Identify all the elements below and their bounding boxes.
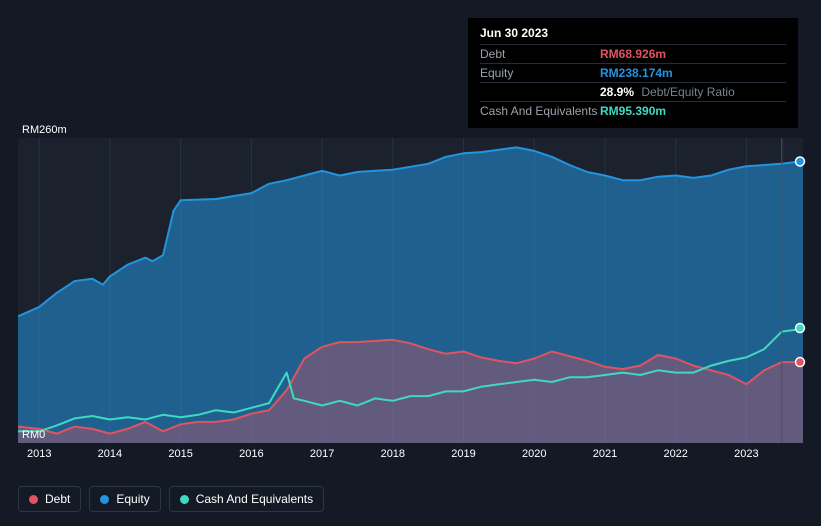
x-axis-tick: 2022 <box>663 448 687 460</box>
y-axis-max-label: RM260m <box>22 124 67 136</box>
x-axis-tick: 2017 <box>310 448 334 460</box>
legend-label-debt: Debt <box>45 492 70 506</box>
x-axis-tick: 2021 <box>593 448 617 460</box>
tooltip-debt-value: RM68.926m <box>600 47 666 61</box>
circle-icon <box>180 495 189 504</box>
tooltip-equity-value: RM238.174m <box>600 66 673 80</box>
circle-icon <box>100 495 109 504</box>
tooltip-ratio-text: Debt/Equity Ratio <box>641 85 734 99</box>
legend-label-equity: Equity <box>116 492 149 506</box>
chart-tooltip: Jun 30 2023 Debt RM68.926m Equity RM238.… <box>468 18 798 128</box>
chart-legend: Debt Equity Cash And Equivalents <box>18 486 324 512</box>
x-axis-tick: 2019 <box>451 448 475 460</box>
x-axis-tick: 2013 <box>27 448 51 460</box>
tooltip-cash-label: Cash And Equivalents <box>480 104 600 118</box>
tooltip-ratio: 28.9% Debt/Equity Ratio <box>600 85 735 99</box>
circle-icon <box>29 495 38 504</box>
tooltip-ratio-spacer <box>480 85 600 99</box>
legend-item-debt[interactable]: Debt <box>18 486 81 512</box>
x-axis-tick: 2018 <box>381 448 405 460</box>
legend-item-cash[interactable]: Cash And Equivalents <box>169 486 324 512</box>
tooltip-ratio-pct: 28.9% <box>600 85 634 99</box>
tooltip-date: Jun 30 2023 <box>480 26 786 44</box>
x-axis-tick: 2020 <box>522 448 546 460</box>
x-axis-tick: 2015 <box>168 448 192 460</box>
legend-item-equity[interactable]: Equity <box>89 486 160 512</box>
tooltip-debt-label: Debt <box>480 47 600 61</box>
tooltip-equity-label: Equity <box>480 66 600 80</box>
legend-label-cash: Cash And Equivalents <box>196 492 313 506</box>
y-axis-min-label: RM0 <box>22 429 45 441</box>
x-axis-tick: 2016 <box>239 448 263 460</box>
x-axis-tick: 2014 <box>98 448 122 460</box>
tooltip-cash-value: RM95.390m <box>600 104 666 118</box>
x-axis-tick: 2023 <box>734 448 758 460</box>
